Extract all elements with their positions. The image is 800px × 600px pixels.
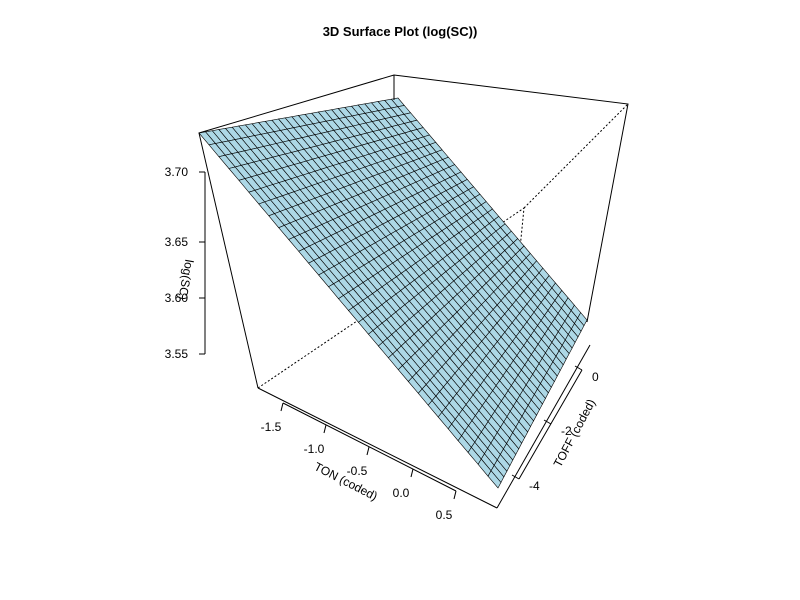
y-tick-mark <box>543 419 552 425</box>
y-tick-label: -2 <box>561 424 572 438</box>
y-tick-label: 0 <box>592 370 599 384</box>
z-tick-label: 3.55 <box>165 347 189 361</box>
z-tick-label: 3.65 <box>165 235 189 249</box>
chart-title: 3D Surface Plot (log(SC)) <box>323 24 478 39</box>
x-axis-line <box>282 402 457 492</box>
x-axis: -1.5-1.0-0.50.00.5 TON (coded) <box>261 402 457 522</box>
x-tick-mark <box>453 490 457 500</box>
y-tick-label: -4 <box>529 479 540 493</box>
y-tick-mark <box>574 365 583 371</box>
x-tick-label: -1.5 <box>261 420 282 434</box>
y-axis-title: TOFF (coded) <box>551 397 599 470</box>
x-tick-mark <box>366 446 370 456</box>
z-tick-label: 3.60 <box>165 291 189 305</box>
surface-mesh <box>198 97 588 489</box>
z-axis: 3.55 3.60 3.65 3.70 log(SC) <box>165 165 206 361</box>
box-visible-edges <box>198 74 629 509</box>
x-tick-mark <box>323 424 327 434</box>
x-tick-mark <box>410 468 414 478</box>
y-tick-mark <box>511 474 520 480</box>
x-tick-label: 0.5 <box>436 508 453 522</box>
y-axis-line <box>518 369 583 480</box>
x-tick-label: 0.0 <box>393 486 410 500</box>
z-axis-title: log(SC) <box>176 258 197 301</box>
x-tick-label: -0.5 <box>347 464 368 478</box>
x-tick-mark <box>280 402 284 412</box>
x-tick-label: -1.0 <box>304 442 325 456</box>
z-tick-label: 3.70 <box>165 165 189 179</box>
